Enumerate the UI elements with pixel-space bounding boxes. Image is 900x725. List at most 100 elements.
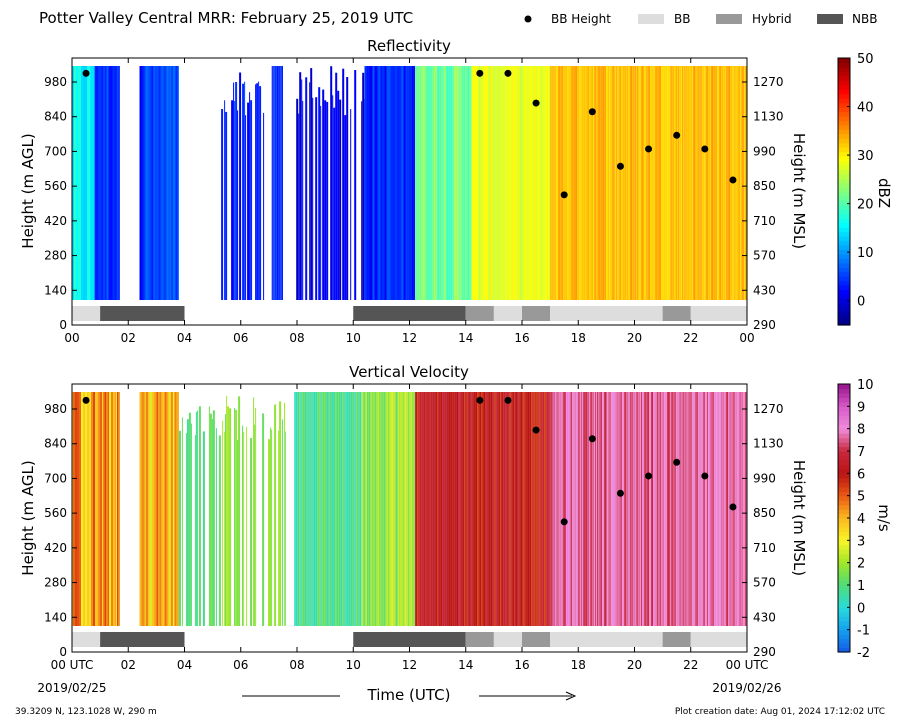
heatmap-column bbox=[336, 392, 339, 626]
heatmap-column bbox=[523, 66, 526, 300]
heatmap-column bbox=[548, 66, 550, 300]
legend-entry-hybrid: Hybrid bbox=[716, 12, 792, 26]
heatmap-segment bbox=[296, 66, 365, 301]
heatmap-column bbox=[494, 66, 496, 300]
heatmap-column bbox=[76, 66, 78, 300]
heatmap-column bbox=[563, 392, 566, 626]
heatmap-segment bbox=[139, 66, 179, 300]
heatmap-column bbox=[472, 66, 475, 300]
colorbar-step bbox=[838, 191, 850, 197]
heatmap-column bbox=[652, 66, 654, 300]
heatmap-column bbox=[305, 77, 308, 300]
colorbar-step bbox=[838, 540, 850, 546]
heatmap-column bbox=[371, 392, 374, 626]
heatmap-column bbox=[724, 392, 727, 626]
heatmap-column bbox=[677, 392, 679, 626]
heatmap-column bbox=[312, 392, 314, 626]
heatmap-column bbox=[738, 66, 741, 300]
heatmap-column bbox=[98, 392, 100, 626]
heatmap-column bbox=[159, 392, 161, 626]
heatmap-column bbox=[225, 414, 227, 626]
heatmap-segment bbox=[72, 392, 120, 626]
heatmap-column bbox=[666, 66, 668, 300]
heatmap-column bbox=[702, 66, 705, 300]
heatmap-column bbox=[465, 392, 467, 626]
heatmap-column bbox=[359, 392, 362, 626]
heatmap-column bbox=[263, 112, 265, 301]
heatmap-column bbox=[238, 396, 241, 626]
heatmap-column bbox=[281, 66, 283, 300]
heatmap-column bbox=[581, 66, 584, 300]
heatmap-column bbox=[537, 392, 539, 626]
heatmap-column bbox=[377, 66, 380, 300]
heatmap-column bbox=[509, 392, 511, 626]
heatmap-segment bbox=[294, 392, 362, 626]
heatmap-column bbox=[391, 66, 393, 300]
heatmap-column bbox=[544, 66, 546, 300]
figure-title: Potter Valley Central MRR: February 25, … bbox=[39, 9, 413, 27]
heatmap-column bbox=[637, 66, 639, 300]
heatmap-column bbox=[164, 392, 167, 626]
colorbar-tick-label: 50 bbox=[857, 52, 874, 67]
heatmap-column bbox=[636, 392, 639, 626]
heatmap-column bbox=[342, 68, 345, 300]
heatmap-column bbox=[378, 392, 381, 626]
colorbar-step bbox=[838, 258, 850, 264]
heatmap-column bbox=[427, 392, 429, 626]
heatmap-column bbox=[116, 66, 118, 300]
heatmap-column bbox=[511, 392, 513, 626]
heatmap-column bbox=[561, 66, 564, 300]
heatmap-column bbox=[330, 66, 333, 300]
heatmap-column bbox=[196, 410, 198, 626]
heatmap-column bbox=[504, 66, 506, 300]
heatmap-column bbox=[482, 66, 485, 300]
heatmap-column bbox=[324, 392, 327, 626]
heatmap-column bbox=[740, 66, 742, 300]
heatmap-column bbox=[355, 392, 357, 626]
heatmap-column bbox=[282, 419, 284, 626]
heatmap-column bbox=[152, 392, 155, 626]
heatmap-column bbox=[188, 412, 191, 626]
y-tick-label-left: 840 bbox=[44, 110, 67, 124]
y-tick-label-left: 980 bbox=[44, 402, 67, 416]
x-tick-label: 02 bbox=[121, 331, 136, 345]
heatmap-column bbox=[609, 66, 611, 300]
heatmap-column bbox=[598, 392, 600, 626]
colorbar-step bbox=[838, 213, 850, 219]
colorbar-step bbox=[838, 262, 850, 268]
heatmap-column bbox=[361, 101, 363, 300]
heatmap-column bbox=[565, 66, 567, 300]
heatmap-column bbox=[106, 392, 108, 626]
heatmap-column bbox=[657, 66, 660, 300]
heatmap-column bbox=[608, 392, 610, 626]
heatmap-column bbox=[688, 392, 691, 626]
x-tick-label: 06 bbox=[233, 331, 248, 345]
heatmap-column bbox=[279, 401, 282, 626]
heatmap-column bbox=[533, 66, 536, 300]
heatmap-column bbox=[208, 406, 210, 626]
heatmap-column bbox=[505, 66, 508, 300]
heatmap-column bbox=[475, 392, 478, 626]
heatmap-column bbox=[463, 66, 466, 300]
heatmap-column bbox=[116, 392, 117, 626]
heatmap-column bbox=[178, 430, 181, 626]
heatmap-column bbox=[721, 392, 723, 626]
colorbar-step bbox=[838, 320, 850, 326]
colorbar-step bbox=[838, 307, 850, 313]
heatmap-column bbox=[174, 392, 176, 626]
colorbar-step bbox=[838, 71, 850, 77]
heatmap-column bbox=[454, 66, 456, 300]
colorbar-step bbox=[838, 98, 850, 104]
heatmap-column bbox=[170, 66, 172, 300]
heatmap-column bbox=[255, 407, 257, 626]
colorbar-step bbox=[838, 253, 850, 259]
heatmap-column bbox=[516, 66, 518, 300]
bb-height-point bbox=[729, 176, 737, 184]
heatmap-column bbox=[635, 392, 637, 626]
heatmap-column bbox=[596, 392, 598, 626]
heatmap-column bbox=[501, 66, 504, 300]
heatmap-column bbox=[592, 392, 595, 626]
bb-class-bb bbox=[690, 306, 747, 321]
heatmap-column bbox=[552, 392, 554, 626]
